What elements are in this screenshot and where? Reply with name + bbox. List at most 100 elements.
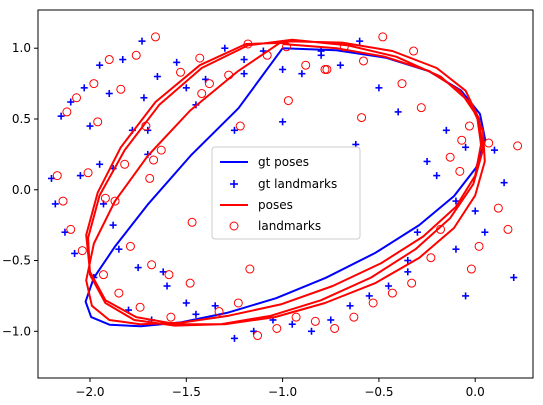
landmark-point	[224, 70, 234, 80]
plot-frame	[37, 9, 534, 379]
landmark-point	[104, 55, 114, 65]
landmark-point	[89, 79, 99, 89]
landmark-point	[214, 306, 224, 316]
landmark-point	[233, 298, 243, 308]
gt-landmark-point	[115, 245, 123, 253]
landmark-point	[322, 64, 332, 74]
landmark-point	[272, 323, 282, 333]
gt-landmark-point	[71, 249, 79, 257]
landmark-point	[77, 246, 87, 256]
landmark-point	[320, 64, 330, 74]
y-tick-label-0: −1.0	[2, 324, 31, 338]
landmark-point	[359, 56, 369, 66]
gt-landmark-point	[510, 274, 518, 282]
landmark-point	[195, 53, 205, 63]
gt-landmark-point	[385, 282, 393, 290]
legend-gt-poses-label: gt poses	[258, 155, 309, 169]
gt-landmark-point	[462, 292, 470, 300]
gt-landmark-point	[153, 73, 161, 81]
landmark-point	[407, 278, 417, 288]
landmark-point	[245, 264, 255, 274]
legend-gt-landmarks-swatch	[230, 180, 238, 188]
gt-landmark-point	[433, 172, 441, 180]
gt-landmark-point	[279, 118, 287, 126]
gt-landmark-point	[308, 327, 316, 335]
gt-landmark-point	[490, 146, 498, 154]
gt-landmark-point	[452, 245, 460, 253]
gt-landmark-point	[298, 70, 306, 78]
landmark-point	[120, 159, 130, 169]
gt-landmark-point	[442, 126, 450, 134]
landmark-point	[493, 203, 503, 213]
landmark-point	[145, 173, 155, 183]
gt-landmark-point	[394, 108, 402, 116]
landmark-point	[474, 241, 484, 251]
legend-poses-label: poses	[258, 198, 293, 212]
x-tick-label-2: −1.0	[268, 385, 297, 399]
gt-landmark-point	[67, 98, 75, 106]
gt-landmark-point	[240, 56, 248, 64]
landmark-point	[197, 89, 207, 99]
gt-landmark-point	[96, 160, 104, 168]
landmark-point	[368, 298, 378, 308]
gt-landmark-point	[375, 84, 383, 92]
landmark-point	[387, 288, 397, 298]
y-tick-label-3: 0.5	[12, 112, 31, 126]
series-gt-poses-line	[84, 47, 487, 328]
legend-landmarks-swatch	[229, 221, 239, 231]
gt-landmark-point	[288, 320, 296, 328]
gt-landmark-point	[481, 228, 489, 236]
landmark-point	[147, 260, 157, 270]
landmark-point	[464, 121, 474, 131]
gt-landmark-point	[57, 112, 65, 120]
landmark-point	[281, 42, 291, 52]
landmark-point	[378, 32, 388, 42]
landmark-point	[187, 217, 197, 227]
y-tick-label-1: −0.5	[2, 254, 31, 268]
gt-landmark-point	[140, 94, 148, 102]
y-tick-label-2: 0.0	[12, 183, 31, 197]
gt-landmark-point	[80, 84, 88, 92]
landmark-point	[235, 121, 245, 131]
landmark-point	[457, 135, 467, 145]
landmark-point	[58, 196, 68, 206]
landmark-point	[416, 103, 426, 113]
landmark-point	[150, 32, 160, 42]
gt-landmark-point	[356, 37, 364, 45]
gt-landmark-point	[452, 197, 460, 205]
landmark-point	[243, 39, 253, 49]
gt-landmark-point	[211, 302, 219, 310]
gt-landmark-point	[182, 84, 190, 92]
gt-landmark-point	[221, 44, 229, 52]
landmark-point	[100, 193, 110, 203]
landmark-point	[156, 145, 166, 155]
gt-landmark-point	[230, 334, 238, 342]
gt-landmark-point	[173, 58, 181, 66]
gt-landmark-point	[182, 299, 190, 307]
landmark-point	[166, 312, 176, 322]
landmark-point	[484, 138, 494, 148]
x-tick-label-1: −1.5	[172, 385, 201, 399]
gt-landmark-point	[336, 61, 344, 69]
landmark-point	[436, 224, 446, 234]
gt-landmark-point	[500, 179, 508, 187]
landmark-point	[253, 331, 263, 341]
gt-landmark-point	[51, 200, 59, 208]
gt-landmark-point	[76, 172, 84, 180]
legend-frame	[211, 146, 361, 240]
landmark-point	[98, 270, 108, 280]
gt-landmark-point	[404, 257, 412, 265]
legend-gt-landmarks-label: gt landmarks	[258, 177, 337, 191]
landmark-point	[204, 79, 214, 89]
gt-landmark-point	[240, 70, 248, 78]
gt-landmark-point	[404, 268, 412, 276]
gt-landmark-point	[346, 302, 354, 310]
landmark-point	[357, 113, 367, 123]
gt-landmark-point	[230, 126, 238, 134]
landmark-point	[291, 312, 301, 322]
landmark-point	[339, 42, 349, 52]
landmark-point	[135, 302, 145, 312]
x-tick-label-4: 0.0	[466, 385, 485, 399]
gt-landmark-point	[279, 65, 287, 73]
